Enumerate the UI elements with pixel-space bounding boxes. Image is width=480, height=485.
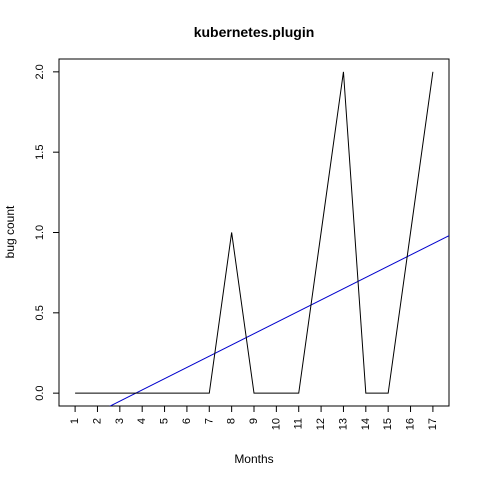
x-tick-label: 8 bbox=[226, 418, 238, 424]
y-tick-label: 0.0 bbox=[34, 385, 46, 400]
plot-area bbox=[75, 71, 449, 406]
y-tick-label: 2.0 bbox=[34, 64, 46, 79]
chart-title: kubernetes.plugin bbox=[194, 24, 315, 40]
x-tick-label: 4 bbox=[136, 418, 148, 424]
x-tick-label: 5 bbox=[159, 418, 171, 424]
x-tick-label: 2 bbox=[91, 418, 103, 424]
x-tick-label: 1 bbox=[69, 418, 81, 424]
y-tick-label: 0.5 bbox=[34, 305, 46, 320]
x-tick-label: 3 bbox=[114, 418, 126, 424]
plot-frame bbox=[58, 58, 450, 407]
x-tick-label: 7 bbox=[203, 418, 215, 424]
x-tick-label: 14 bbox=[360, 418, 372, 430]
x-axis-label: Months bbox=[234, 452, 273, 466]
trend-line bbox=[109, 235, 449, 406]
y-tick-label: 1.5 bbox=[34, 145, 46, 160]
x-tick-label: 15 bbox=[382, 418, 394, 430]
x-tick-label: 9 bbox=[248, 418, 260, 424]
bug-count-line bbox=[75, 71, 434, 394]
x-tick-label: 17 bbox=[427, 418, 439, 430]
x-tick-label: 12 bbox=[315, 418, 327, 430]
x-tick-label: 6 bbox=[181, 418, 193, 424]
axes: 1 2 3 4 5 6 7 8 9 10 11 12 13 14 15 16 170.00.51.01.52.0 bbox=[34, 64, 439, 430]
x-tick-label: 16 bbox=[405, 418, 417, 430]
x-tick-label: 11 bbox=[293, 418, 305, 429]
x-tick-label: 10 bbox=[270, 418, 282, 430]
x-tick-label: 13 bbox=[337, 418, 349, 430]
y-axis-label: bug count bbox=[3, 205, 17, 258]
y-tick-label: 1.0 bbox=[34, 225, 46, 240]
